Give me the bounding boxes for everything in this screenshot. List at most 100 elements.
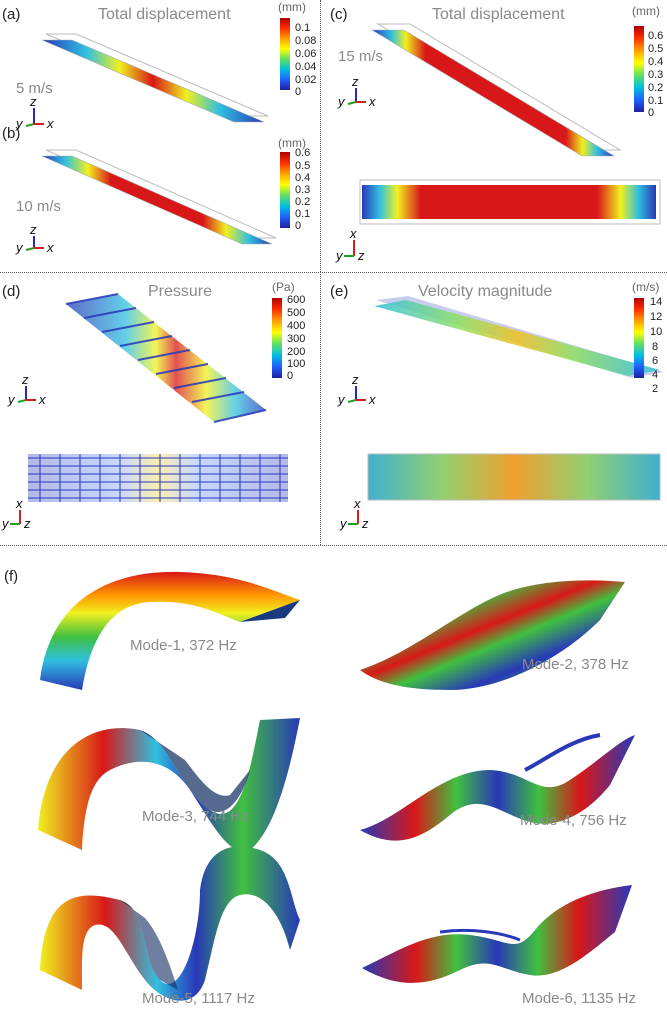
colorbar-c-tick: 0.5 <box>648 43 664 55</box>
colorbar-e <box>634 298 644 378</box>
colorbar-d-tick: 300 <box>287 333 306 345</box>
axis-z-label: z <box>352 372 359 387</box>
axis-y-label: y <box>2 516 9 531</box>
axis-z-label: z <box>30 94 37 109</box>
pressure-plot-d <box>28 293 288 502</box>
colorbar-e-unit: (m/s) <box>632 280 660 294</box>
colorbar-e-tick: 8 <box>652 341 659 353</box>
horizontal-divider-2 <box>0 545 667 546</box>
vertical-divider-top <box>320 0 321 272</box>
vertical-divider-middle <box>320 272 321 545</box>
axis-x-label: x <box>39 392 46 407</box>
colorbar-c-tick: 0.3 <box>648 69 664 81</box>
speed-label-c: 15 m/s <box>338 48 384 65</box>
colorbar-a-tick: 0.08 <box>295 35 317 47</box>
speed-label-b: 10 m/s <box>16 198 62 215</box>
axis-triad-c-top: x y z <box>336 226 376 266</box>
colorbar-b-tick: 0.4 <box>295 172 311 184</box>
colorbar-e-tick: 14 <box>650 296 663 308</box>
colorbar-d-tick: 200 <box>287 346 306 358</box>
colorbar-d-tick: 500 <box>287 307 306 319</box>
axis-triad-d-top: x y z <box>2 496 42 536</box>
axis-z-label: z <box>358 248 365 263</box>
speed-label-a: 5 m/s <box>16 80 53 97</box>
axis-z-label: z <box>30 222 37 237</box>
axis-x-label: x <box>369 94 376 109</box>
colorbar-e-tick: 2 <box>652 383 659 395</box>
axis-y-label: y <box>336 248 343 263</box>
beam-plot-c <box>359 23 661 225</box>
axis-x-label: x <box>47 240 54 255</box>
colorbar-c-tick: 0.1 <box>648 95 664 107</box>
axis-y-label: y <box>338 392 345 407</box>
colorbar-a-tick: 0.02 <box>295 74 317 86</box>
colorbar-b-unit: (mm) <box>278 136 306 150</box>
colorbar-d-tick: 600 <box>287 294 306 306</box>
colorbar-e-tick: 12 <box>650 311 663 323</box>
axis-y-label: y <box>16 240 23 255</box>
colorbar-a-tick: 0.06 <box>295 48 317 60</box>
axis-triad-e-iso: z x y <box>336 372 386 412</box>
axis-z-label: z <box>24 516 31 531</box>
colorbar-b-tick: 0.2 <box>295 196 311 208</box>
beam-plot-b <box>41 149 277 245</box>
colorbar-b-tick: 0.6 <box>295 147 311 159</box>
panel-title-c: Total displacement <box>432 6 565 23</box>
velocity-plot-e <box>367 296 664 501</box>
colorbar-a-tick: 0.04 <box>295 61 317 73</box>
colorbar-c-tick: 0 <box>648 107 655 119</box>
colorbar-d-tick: 100 <box>287 358 306 370</box>
mode-label-4: Mode-4, 756 Hz <box>520 812 627 829</box>
colorbar-e-tick: 4 <box>652 369 659 381</box>
panel-label-b: (b) <box>2 125 21 142</box>
panel-label-f: (f) <box>4 568 19 585</box>
colorbar-c <box>634 26 644 112</box>
colorbar-e-tick: 10 <box>650 326 663 338</box>
axis-z-label: z <box>352 74 359 89</box>
colorbar-c-tick: 0.4 <box>648 56 664 68</box>
colorbar-e-tick: 6 <box>652 355 659 367</box>
beam-plot-a <box>41 33 269 123</box>
colorbar-a-tick: 0 <box>295 86 302 98</box>
axis-y-label: y <box>8 392 15 407</box>
horizontal-divider-1 <box>0 272 667 273</box>
colorbar-d <box>272 298 282 378</box>
colorbar-c-tick: 0.2 <box>648 82 664 94</box>
colorbar-c-tick: 0.6 <box>648 30 664 42</box>
mode-shapes <box>38 571 635 1001</box>
axis-x-label: x <box>369 392 376 407</box>
mode-label-3: Mode-3, 744 Hz <box>142 808 249 825</box>
colorbar-d-unit: (Pa) <box>272 280 295 294</box>
panel-title-e: Velocity magnitude <box>418 283 553 300</box>
colorbar-c-unit: (mm) <box>632 4 660 18</box>
axis-triad-d-iso: z x y <box>6 372 56 412</box>
axis-triad-e-top: x y z <box>340 496 380 536</box>
panel-label-a: (a) <box>2 6 21 23</box>
axis-triad-c-iso: z x y <box>336 74 386 112</box>
panel-label-d: (d) <box>2 283 21 300</box>
mode-label-1: Mode-1, 372 Hz <box>130 637 237 654</box>
colorbar-a <box>280 18 290 90</box>
panel-label-c: (c) <box>330 6 348 23</box>
mode-label-5: Mode-5, 1117 Hz <box>142 990 255 1007</box>
colorbar-b-tick: 0.1 <box>295 208 311 220</box>
mode-label-6: Mode-6, 1135 Hz <box>522 990 636 1007</box>
panel-title-a: Total displacement <box>98 6 231 23</box>
axis-y-label: y <box>338 94 345 109</box>
axis-x-label: x <box>350 226 357 241</box>
colorbar-d-tick: 400 <box>287 320 306 332</box>
axis-y-label: y <box>340 516 347 531</box>
mode-label-2: Mode-2, 378 Hz <box>522 656 629 673</box>
colorbar-b-tick: 0 <box>295 220 302 232</box>
axis-x-label: x <box>16 496 23 511</box>
colorbar-b-tick: 0.3 <box>295 184 311 196</box>
colorbar-a-tick: 0.1 <box>295 22 311 34</box>
colorbar-b <box>280 152 290 228</box>
axis-z-label: z <box>362 516 369 531</box>
colorbar-d-tick: 0 <box>287 370 294 382</box>
colorbar-b-tick: 0.5 <box>295 160 311 172</box>
axis-y-label: y <box>16 116 23 131</box>
axis-triad-b: z x y <box>14 222 64 266</box>
colorbar-a-unit: (mm) <box>278 0 306 14</box>
axis-z-label: z <box>22 372 29 387</box>
